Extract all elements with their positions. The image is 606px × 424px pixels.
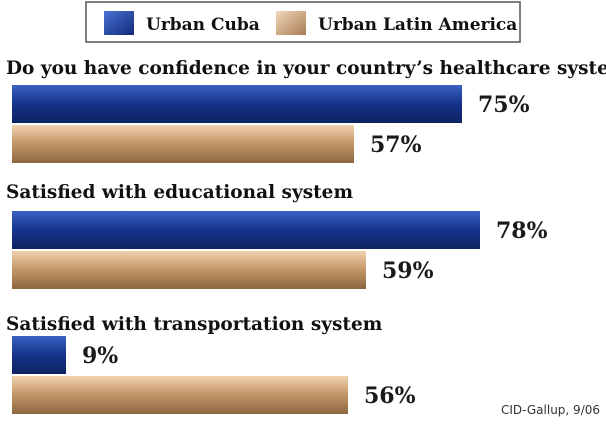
bar-urban-latin-america [12,125,354,163]
value-label-urban-latin-america: 56% [364,383,416,409]
question-title: Satisfied with educational system [6,182,353,203]
legend-swatch-urban-cuba [104,11,134,35]
source-note: CID-Gallup, 9/06 [501,403,600,417]
bar-urban-cuba [12,211,480,249]
bar-urban-cuba [12,336,66,374]
value-label-urban-cuba: 78% [496,218,548,244]
question-title: Do you have confidence in your country’s… [6,58,606,79]
bar-urban-latin-america [12,376,348,414]
bar-urban-cuba [12,85,462,123]
value-label-urban-latin-america: 59% [382,258,434,284]
legend-label-urban-cuba: Urban Cuba [146,15,260,35]
bar-groups: Do you have confidence in your country’s… [6,58,606,414]
question-group: Satisfied with transportation system 9% 56… [6,314,416,414]
question-title: Satisfied with transportation system [6,314,383,335]
legend-swatch-urban-latin-america [276,11,306,35]
value-label-urban-cuba: 75% [478,92,530,118]
bar-urban-latin-america [12,251,366,289]
value-label-urban-cuba: 9% [82,343,118,369]
question-group: Do you have confidence in your country’s… [6,58,606,163]
legend-label-urban-latin-america: Urban Latin America [318,15,517,35]
value-label-urban-latin-america: 57% [370,132,422,158]
legend: Urban Cuba Urban Latin America [85,1,521,43]
question-group: Satisfied with educational system 78% 59% [6,182,548,289]
